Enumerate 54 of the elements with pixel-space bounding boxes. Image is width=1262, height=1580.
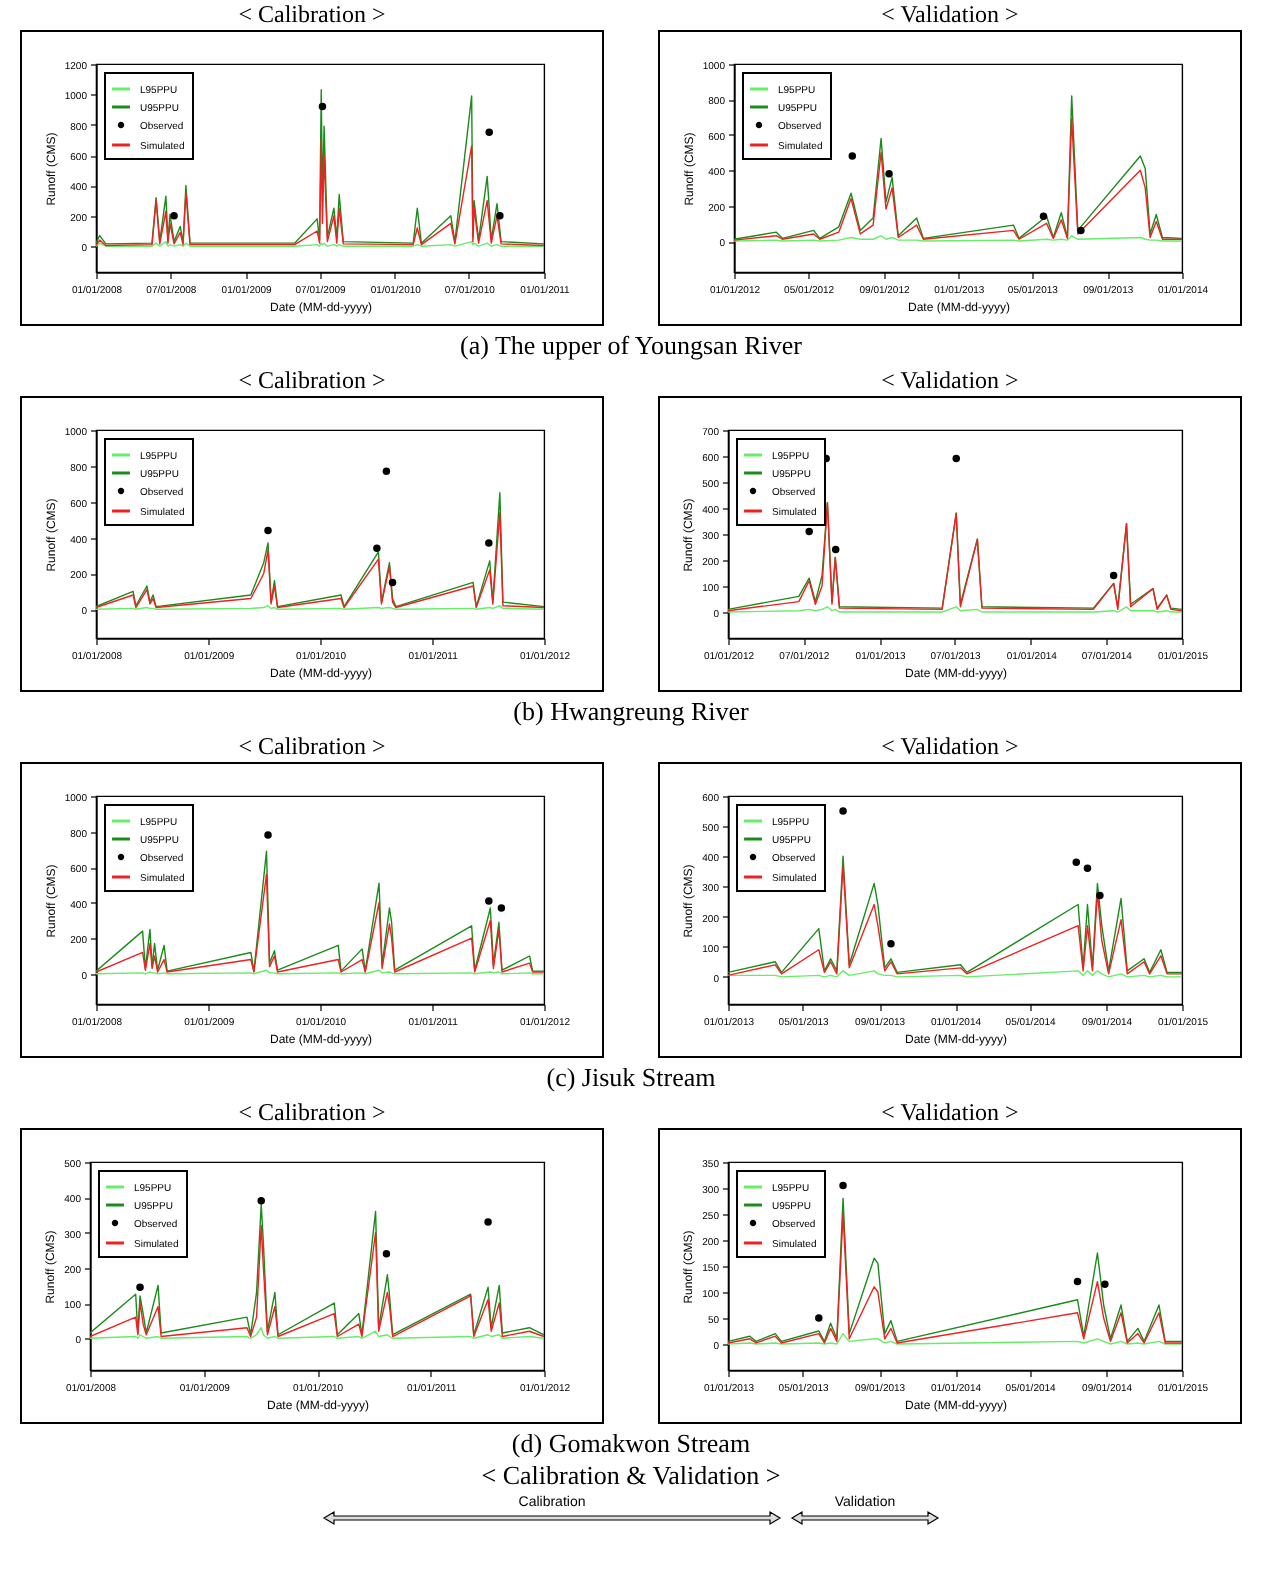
point	[831, 545, 840, 554]
point	[1083, 864, 1092, 873]
point	[815, 1314, 823, 1322]
point	[373, 544, 381, 553]
point	[136, 1283, 144, 1291]
point	[887, 939, 895, 948]
point	[885, 170, 893, 178]
point	[1077, 226, 1085, 235]
chart-title: < Validation >	[879, 1098, 1021, 1128]
point	[952, 454, 960, 463]
point	[1073, 1277, 1082, 1286]
point	[382, 467, 391, 475]
point	[839, 1181, 847, 1190]
point	[485, 897, 493, 905]
point	[1096, 891, 1104, 900]
chart-title: < Validation >	[879, 0, 1021, 30]
point	[485, 539, 493, 547]
chart-title: < Validation >	[879, 732, 1021, 762]
text: < Calibration & Validation >	[479, 1460, 783, 1492]
text: (d) Gomakwon Stream	[509, 1428, 753, 1460]
point	[1039, 212, 1048, 220]
line-series	[734, 118, 1182, 241]
line-series	[90, 1224, 544, 1338]
line-series	[734, 95, 1182, 240]
line-series	[96, 492, 544, 608]
point	[484, 1218, 492, 1226]
line-series	[96, 511, 544, 609]
point	[1072, 858, 1081, 867]
point	[318, 102, 327, 111]
point	[170, 212, 178, 220]
text: (a) The upper of Youngsan River	[458, 330, 804, 362]
point	[497, 904, 506, 912]
point	[1101, 1280, 1109, 1288]
point	[264, 831, 272, 839]
text: (b) Hwangreung River	[511, 696, 751, 728]
point	[839, 807, 847, 815]
chart-title: < Validation >	[879, 366, 1021, 396]
point	[848, 152, 857, 160]
point	[1109, 571, 1118, 580]
chart-title: < Calibration >	[236, 0, 388, 30]
point	[496, 212, 504, 220]
chart-title: < Calibration >	[236, 1098, 388, 1128]
point	[264, 526, 272, 535]
point	[257, 1197, 265, 1205]
line-series	[96, 873, 544, 973]
point	[388, 578, 397, 587]
text: (c) Jisuk Stream	[544, 1062, 718, 1094]
point	[485, 128, 493, 137]
line-series	[96, 850, 544, 972]
chart-title: < Calibration >	[236, 366, 388, 396]
point	[382, 1249, 391, 1258]
chart-title: < Calibration >	[236, 732, 388, 762]
point	[805, 527, 813, 536]
line-series	[96, 139, 544, 247]
